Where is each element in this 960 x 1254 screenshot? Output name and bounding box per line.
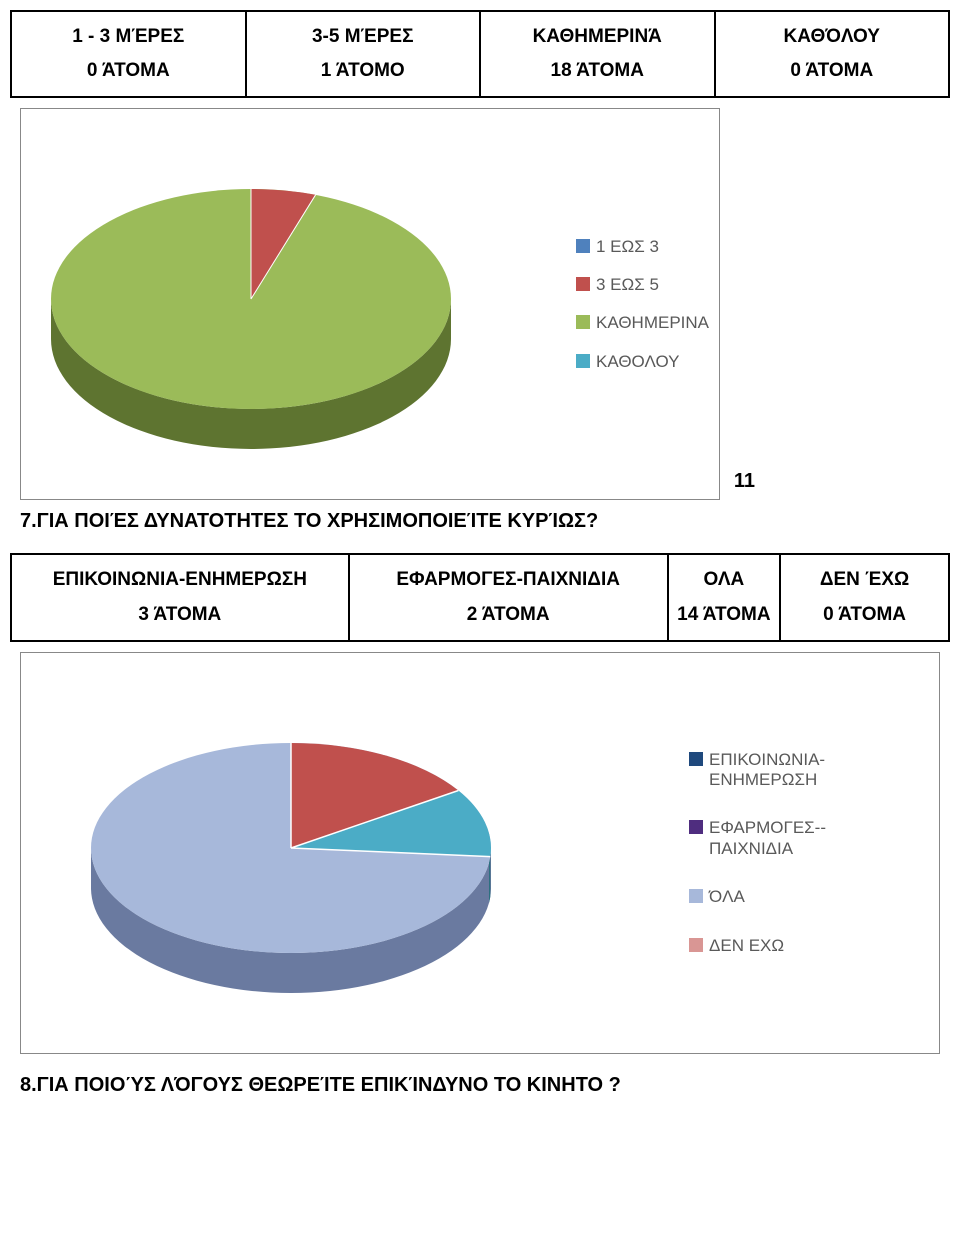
legend-item: ΌΛΑ (689, 887, 899, 907)
legend-item: ΚΑΘΗΜΕΡΙΝΑ (576, 313, 709, 333)
table-usage: ΕΠΙΚΟΙΝΩΝΙΑ-ΕΝΗΜΕΡΩΣΗ 3 ΆΤΟΜΑ ΕΦΑΡΜΟΓΕΣ-… (10, 553, 950, 641)
legend-swatch-icon (576, 354, 590, 368)
col-header: 1 - 3 ΜΈΡΕΣ (16, 20, 241, 54)
col-header: ΚΑΘΌΛΟΥ (720, 20, 945, 54)
col-value: 0 ΆΤΟΜΑ (16, 54, 241, 88)
pie-chart (71, 693, 511, 1013)
legend-item: 3 ΕΩΣ 5 (576, 275, 709, 295)
table-row: 1 - 3 ΜΈΡΕΣ 0 ΆΤΟΜΑ 3-5 ΜΈΡΕΣ 1 ΆΤΟΜΟ ΚΑ… (11, 11, 949, 97)
legend-swatch-icon (689, 938, 703, 952)
col-header: ΕΦΑΡΜΟΓΕΣ-ΠΑΙΧΝΙΔΙΑ (354, 563, 663, 597)
table-frequency: 1 - 3 ΜΈΡΕΣ 0 ΆΤΟΜΑ 3-5 ΜΈΡΕΣ 1 ΆΤΟΜΟ ΚΑ… (10, 10, 950, 98)
legend-swatch-icon (689, 752, 703, 766)
legend-label: ΚΑΘΗΜΕΡΙΝΑ (596, 313, 709, 333)
legend-label: ΕΠΙΚΟΙΝΩΝΙΑ-ΕΝΗΜΕΡΩΣΗ (709, 750, 899, 791)
legend-item: ΕΦΑΡΜΟΓΕΣ--ΠΑΙΧΝΙΔΙΑ (689, 818, 899, 859)
legend-item: ΔΕΝ ΕΧΩ (689, 936, 899, 956)
table-row: ΕΠΙΚΟΙΝΩΝΙΑ-ΕΝΗΜΕΡΩΣΗ 3 ΆΤΟΜΑ ΕΦΑΡΜΟΓΕΣ-… (11, 554, 949, 640)
legend-label: ΚΑΘΟΛΟΥ (596, 352, 679, 372)
legend-swatch-icon (576, 277, 590, 291)
col-header: ΟΛΑ (673, 563, 776, 597)
chart-usage-pie: ΕΠΙΚΟΙΝΩΝΙΑ-ΕΝΗΜΕΡΩΣΗ ΕΦΑΡΜΟΓΕΣ--ΠΑΙΧΝΙΔ… (20, 652, 940, 1054)
col-header: ΕΠΙΚΟΙΝΩΝΙΑ-ΕΝΗΜΕΡΩΣΗ (16, 563, 344, 597)
legend-label: ΕΦΑΡΜΟΓΕΣ--ΠΑΙΧΝΙΔΙΑ (709, 818, 899, 859)
col-value: 2 ΆΤΟΜΑ (354, 598, 663, 632)
chart-legend: ΕΠΙΚΟΙΝΩΝΙΑ-ΕΝΗΜΕΡΩΣΗ ΕΦΑΡΜΟΓΕΣ--ΠΑΙΧΝΙΔ… (689, 750, 899, 956)
legend-swatch-icon (576, 239, 590, 253)
question-7-heading: 7.ΓΙΑ ΠΟΙΈΣ ΔΥΝΑΤΟΤΗΤΕΣ ΤΟ ΧΡΗΣΙΜΟΠΟΙΕΊΤ… (20, 510, 950, 533)
pie-chart (31, 139, 471, 469)
legend-label: 1 ΕΩΣ 3 (596, 237, 659, 257)
chart-legend: 1 ΕΩΣ 3 3 ΕΩΣ 5 ΚΑΘΗΜΕΡΙΝΑ ΚΑΘΟΛΟΥ (576, 237, 709, 373)
legend-label: 3 ΕΩΣ 5 (596, 275, 659, 295)
legend-item: ΕΠΙΚΟΙΝΩΝΙΑ-ΕΝΗΜΕΡΩΣΗ (689, 750, 899, 791)
col-value: 3 ΆΤΟΜΑ (16, 598, 344, 632)
legend-swatch-icon (576, 315, 590, 329)
col-header: 3-5 ΜΈΡΕΣ (251, 20, 476, 54)
question-8-heading: 8.ΓΙΑ ΠΟΙΟΎΣ ΛΌΓΟΥΣ ΘΕΩΡΕΊΤΕ ΕΠΙΚΊΝΔΥΝΟ … (20, 1074, 950, 1097)
legend-swatch-icon (689, 820, 703, 834)
col-header: ΔΕΝ ΈΧΩ (785, 563, 944, 597)
col-value: 14 ΆΤΟΜΑ (673, 598, 776, 632)
legend-item: 1 ΕΩΣ 3 (576, 237, 709, 257)
chart-annotation: 11 (734, 470, 755, 493)
legend-label: ΌΛΑ (709, 887, 745, 907)
legend-item: ΚΑΘΟΛΟΥ (576, 352, 709, 372)
col-value: 1 ΆΤΟΜΟ (251, 54, 476, 88)
col-value: 18 ΆΤΟΜΑ (485, 54, 710, 88)
col-header: ΚΑΘΗΜΕΡΙΝΆ (485, 20, 710, 54)
col-value: 0 ΆΤΟΜΑ (785, 598, 944, 632)
chart-frequency-pie: 1 ΕΩΣ 3 3 ΕΩΣ 5 ΚΑΘΗΜΕΡΙΝΑ ΚΑΘΟΛΟΥ 11 (20, 108, 720, 500)
legend-label: ΔΕΝ ΕΧΩ (709, 936, 784, 956)
legend-swatch-icon (689, 889, 703, 903)
col-value: 0 ΆΤΟΜΑ (720, 54, 945, 88)
